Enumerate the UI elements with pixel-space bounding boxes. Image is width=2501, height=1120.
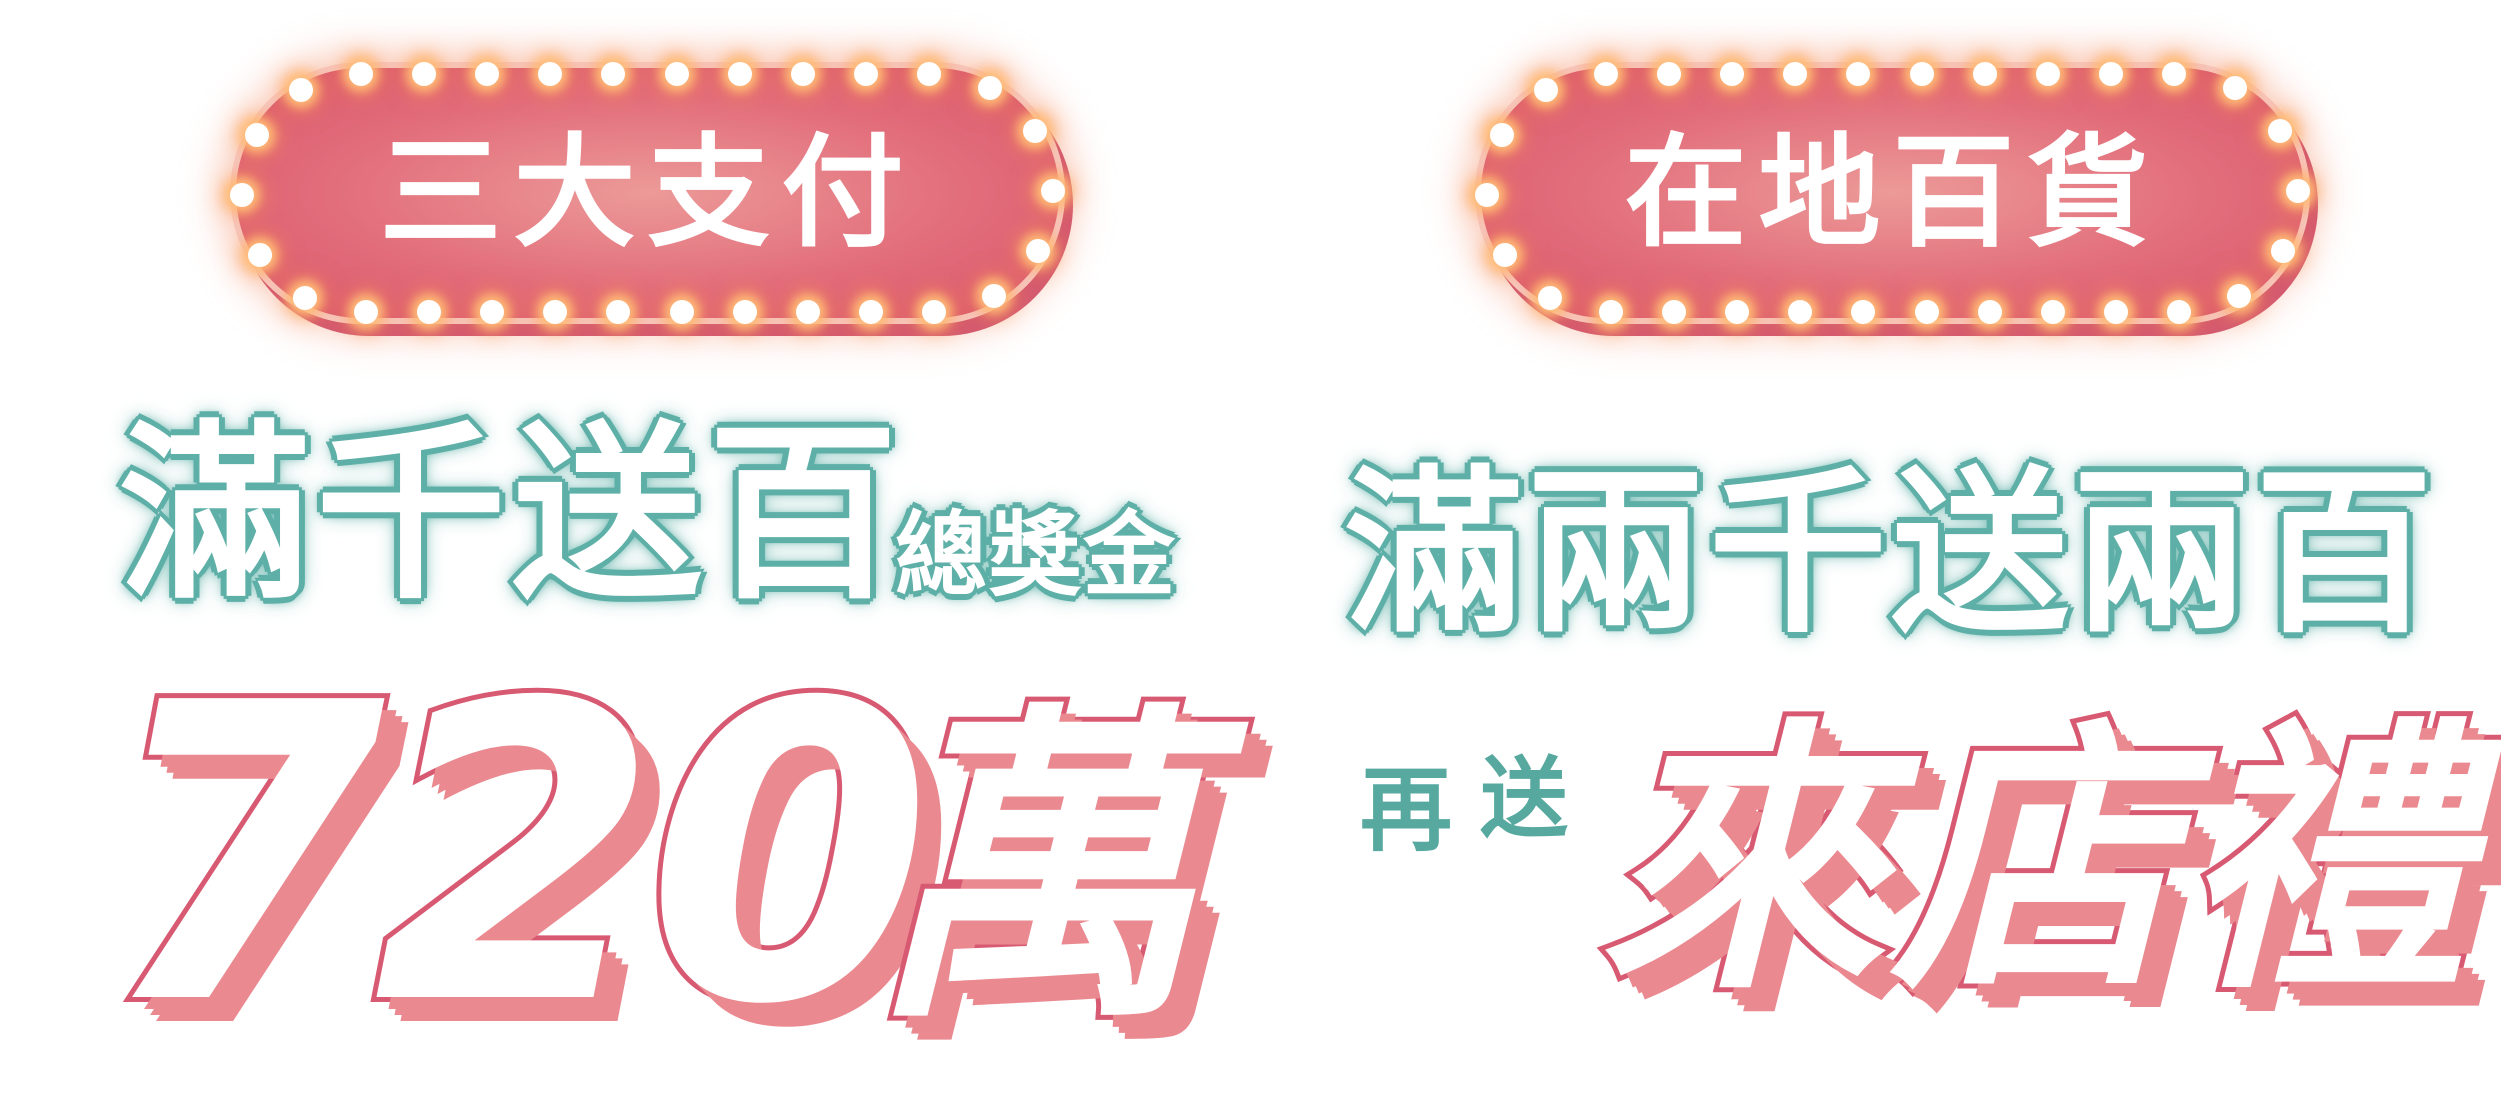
marquee-bulb: [1783, 62, 1808, 86]
marquee-bulb: [922, 300, 946, 324]
marquee-bulb: [412, 62, 437, 86]
marquee-bulb: [1657, 62, 1682, 86]
marquee-bulb: [1594, 62, 1618, 86]
marquee-bulb: [2103, 300, 2128, 324]
marquee-bulb: [917, 62, 942, 86]
marquee-bulb: [1909, 62, 1934, 86]
marquee-bulb: [1851, 300, 1876, 324]
prize-amount: 720: [95, 616, 937, 1094]
marquee-sign-text: 在地百貨: [1624, 122, 2161, 264]
marquee-bulb: [1662, 300, 1686, 324]
marquee-bulb: [2167, 300, 2191, 324]
marquee-bulb: [853, 62, 878, 86]
marquee-bulb: [480, 300, 505, 324]
marquee-bulb: [1788, 300, 1813, 324]
prefix-send: 送: [1480, 747, 1569, 850]
marquee-bulb: [288, 78, 313, 103]
marquee-bulb: [1720, 62, 1745, 86]
promo-headline: 滿兩千送兩百: [1345, 450, 2437, 657]
marquee-bulb: [1914, 300, 1939, 324]
marquee-bulb: [982, 283, 1007, 308]
marquee-bulb: [417, 300, 441, 324]
marquee-bulb: [475, 62, 500, 86]
marquee-sign: 在地百貨: [1475, 62, 2310, 324]
prize-amount-unit: 萬: [865, 678, 1205, 1062]
marquee-bulb: [2162, 62, 2187, 86]
marquee-bulb: [1972, 62, 1997, 86]
marquee-bulb: [858, 300, 883, 324]
marquee-bulb: [1533, 78, 1558, 103]
prefix-again: 再: [1360, 757, 1453, 864]
marquee-bulb: [2222, 75, 2247, 100]
marquee-bulb: [732, 300, 757, 324]
marquee-bulb: [353, 300, 378, 324]
promo-subheadline: 總獎金: [895, 502, 1178, 609]
shop-gift-text: 來店禮: [1595, 696, 2473, 1028]
right-promo-panel: 在地百貨 滿兩千送兩百 再 送 來店禮: [1250, 0, 2501, 1120]
marquee-bulb: [1846, 62, 1871, 86]
promo-headline: 滿千送百: [120, 404, 905, 625]
marquee-bulb: [293, 286, 318, 311]
marquee-bulb: [2227, 283, 2252, 308]
left-promo-panel: 三大支付 滿千送百 總獎金 720 萬: [0, 0, 1250, 1120]
marquee-bulb: [2098, 62, 2123, 86]
marquee-bulb: [664, 62, 689, 86]
marquee-bulb: [606, 300, 631, 324]
marquee-bulb: [1977, 300, 2002, 324]
marquee-sign: 三大支付: [230, 62, 1065, 324]
marquee-bulb: [2035, 62, 2060, 86]
marquee-bulb: [977, 75, 1002, 100]
marquee-bulb: [727, 62, 752, 86]
marquee-sign-text: 三大支付: [379, 122, 916, 264]
marquee-bulb: [1725, 300, 1750, 324]
marquee-bulb: [795, 300, 820, 324]
marquee-bulb: [601, 62, 626, 86]
marquee-bulb: [1598, 300, 1623, 324]
marquee-bulb: [790, 62, 815, 86]
marquee-bulb: [543, 300, 568, 324]
marquee-bulb: [1538, 286, 1563, 311]
marquee-bulb: [669, 300, 694, 324]
marquee-bulb: [538, 62, 563, 86]
marquee-bulb: [2040, 300, 2065, 324]
marquee-bulb: [349, 62, 373, 86]
